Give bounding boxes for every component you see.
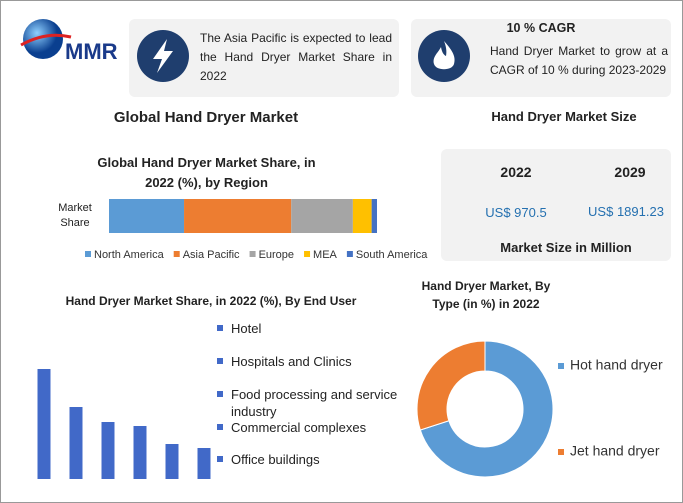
bar-segment <box>352 199 372 233</box>
chart-title: Hand Dryer Market Share, in 2022 (%), By… <box>65 294 357 308</box>
legend-marker <box>217 358 223 364</box>
legend-marker <box>346 251 353 257</box>
logo-text: MMR <box>65 39 118 64</box>
legend-label: Asia Pacific <box>183 249 240 261</box>
legend-label: Hospitals and Clinics <box>231 354 352 369</box>
bar-segment <box>291 199 353 233</box>
legend-marker <box>217 424 223 430</box>
icon-bolt <box>153 39 173 73</box>
section-title: Hand Dryer Market Size <box>491 109 637 124</box>
logo-swoosh <box>20 33 72 47</box>
legend-label: Europe <box>259 249 294 261</box>
legend-marker <box>217 325 223 331</box>
size-value: US$ 1891.23 <box>588 204 664 219</box>
bar <box>69 407 83 479</box>
legend-marker <box>558 363 564 369</box>
legend-marker <box>249 251 256 257</box>
bar-segment <box>109 199 185 233</box>
size-value: US$ 970.5 <box>485 205 547 220</box>
section-title: Global Hand Dryer Market <box>113 109 299 126</box>
legend-label: North America <box>94 249 165 261</box>
donut-slice <box>416 340 486 431</box>
donut-slice <box>419 340 554 478</box>
legend-label: MEA <box>313 249 338 261</box>
info-text: The Asia Pacific is expected to lead the… <box>200 31 392 83</box>
legend-marker <box>173 251 180 257</box>
category-label: Market Share <box>58 202 92 229</box>
legend-label: Jet hand dryer <box>570 443 660 459</box>
legend-marker <box>85 251 91 257</box>
icon-flame <box>433 41 455 70</box>
legend-marker <box>304 251 311 257</box>
size-footer: Market Size in Million <box>500 240 632 255</box>
info-title: 10 % CAGR <box>506 21 576 35</box>
year: 2022 <box>500 164 532 180</box>
legend-label: Office buildings <box>231 452 320 467</box>
legend-marker <box>558 449 564 455</box>
chart-title: Global Hand Dryer Market Share, in 2022 … <box>97 155 316 190</box>
bar <box>165 444 179 479</box>
bar-segment <box>371 199 377 233</box>
bar-segment <box>184 199 292 233</box>
size-box <box>441 149 671 261</box>
legend-label: South America <box>356 249 428 261</box>
legend-label: Commercial complexes <box>231 420 367 435</box>
logo-globe <box>23 19 63 59</box>
legend-label: Food processing and service industry <box>231 387 398 419</box>
bar <box>37 369 51 479</box>
info-text: Hand Dryer Market to grow at a CAGR of 1… <box>490 44 668 77</box>
bar <box>197 448 211 479</box>
legend-label: Hot hand dryer <box>570 357 663 373</box>
bar <box>101 422 115 479</box>
chart-title: Hand Dryer Market, By Type (in %) in 202… <box>421 279 551 311</box>
year: 2029 <box>614 164 646 180</box>
legend-marker <box>217 391 223 397</box>
bar <box>133 426 147 479</box>
legend-label: Hotel <box>231 321 262 336</box>
legend-marker <box>217 456 223 462</box>
